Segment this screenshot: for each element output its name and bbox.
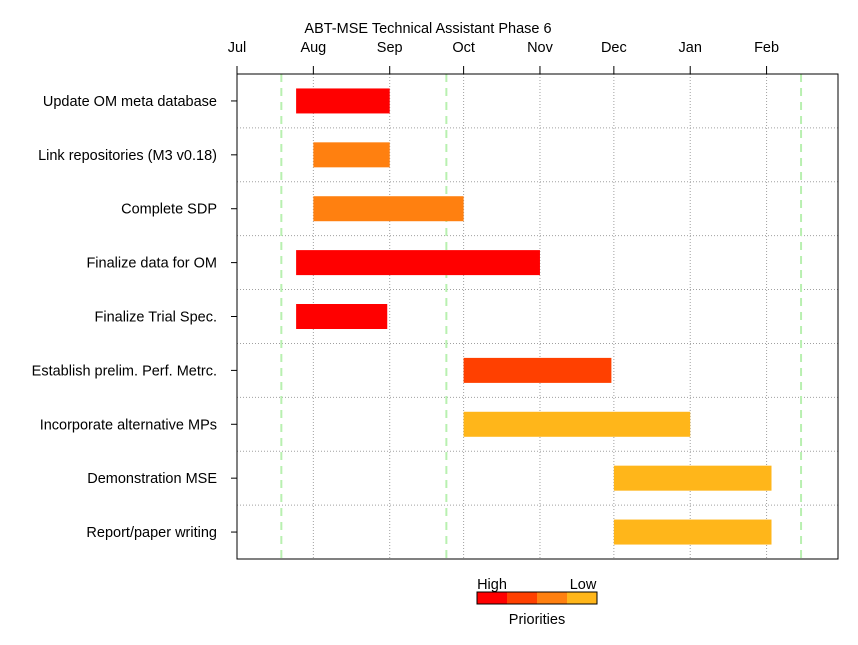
- legend-title: Priorities: [509, 612, 565, 628]
- x-axis: Jul Aug Sep Oct Nov Dec Jan Feb: [228, 40, 779, 533]
- legend-high-label: High: [477, 577, 507, 593]
- legend-frame: [476, 591, 598, 605]
- task-bar: [313, 142, 390, 168]
- task-label: Report/paper writing: [86, 525, 217, 541]
- x-tick-label: Jan: [679, 40, 702, 56]
- reference-lines: [280, 74, 803, 559]
- legend-low-label: Low: [570, 577, 597, 593]
- task-label: Complete SDP: [121, 202, 217, 218]
- x-tick-label: Jul: [228, 40, 247, 56]
- x-tick-label: Oct: [452, 40, 475, 56]
- legend-swatch: [507, 592, 537, 604]
- task-label: Finalize Trial Spec.: [95, 310, 218, 326]
- task-bar: [296, 304, 388, 329]
- task-label: Demonstration MSE: [87, 471, 217, 487]
- legend-swatch: [477, 592, 507, 604]
- x-tick-label: Sep: [377, 40, 403, 56]
- task-label: Update OM meta database: [43, 94, 217, 110]
- task-label: Incorporate alternative MPs: [40, 417, 217, 433]
- grid-layer: [237, 74, 838, 559]
- task-label: Establish prelim. Perf. Metrc.: [32, 363, 217, 379]
- x-tick-label: Feb: [754, 40, 779, 56]
- chart-title: ABT-MSE Technical Assistant Phase 6: [304, 21, 551, 37]
- task-bar: [296, 250, 540, 276]
- x-tick-label: Nov: [527, 40, 554, 56]
- x-tick-label: Dec: [601, 40, 627, 56]
- task-bars: [296, 88, 772, 545]
- task-bar: [313, 196, 464, 222]
- legend-swatch: [537, 592, 567, 604]
- task-bar: [613, 519, 772, 545]
- legend-color-ramp: [476, 591, 598, 605]
- task-label: Finalize data for OM: [86, 256, 217, 272]
- legend-swatch: [567, 592, 597, 604]
- x-tick-label: Aug: [300, 40, 326, 56]
- task-label: Link repositories (M3 v0.18): [38, 148, 217, 164]
- priority-legend: High Low Priorities: [476, 577, 598, 628]
- task-bar: [296, 88, 390, 114]
- task-bar: [463, 357, 612, 383]
- task-labels: Update OM meta database Link repositories…: [32, 94, 218, 541]
- task-bar: [463, 411, 691, 437]
- task-bar: [613, 465, 772, 491]
